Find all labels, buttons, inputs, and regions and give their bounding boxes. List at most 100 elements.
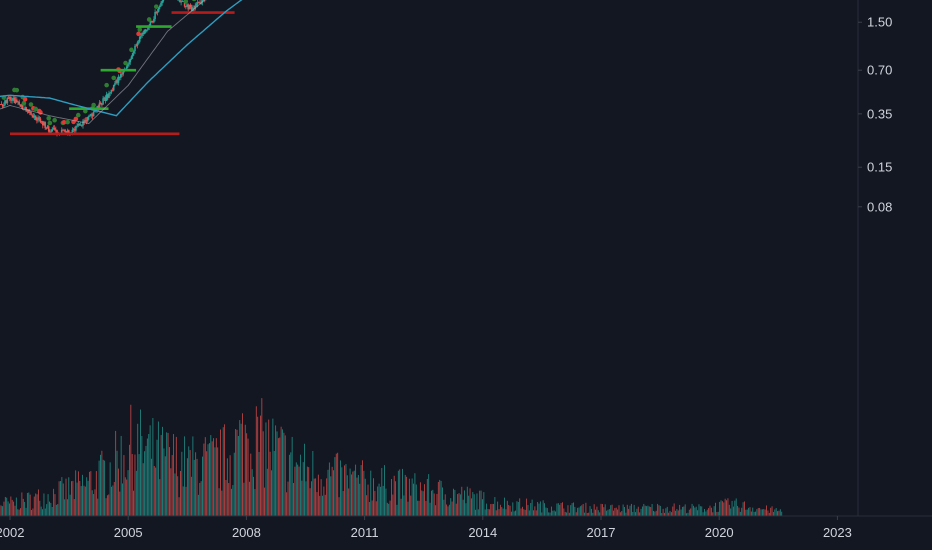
volume-bar xyxy=(491,503,493,516)
volume-bar xyxy=(97,498,99,516)
volume-bar xyxy=(546,508,548,516)
volume-bar xyxy=(33,496,35,516)
volume-bar xyxy=(604,504,606,516)
volume-bar xyxy=(475,509,477,516)
volume-bar xyxy=(220,429,221,516)
volume-bar xyxy=(686,513,688,516)
candle-body xyxy=(16,99,18,102)
volume-bar xyxy=(768,512,770,516)
bear-marker xyxy=(22,96,28,102)
candle-body xyxy=(11,100,13,101)
candle-body xyxy=(162,0,165,2)
candle-body xyxy=(92,111,95,117)
candle-body xyxy=(31,114,33,116)
volume-bar xyxy=(608,509,610,516)
volume-bar xyxy=(328,462,330,516)
volume-bar xyxy=(104,460,106,516)
volume-bar xyxy=(79,480,81,516)
candle-body xyxy=(0,104,2,105)
time-axis[interactable]: 2002 2005 2008 2011 2014 2017 2020 2023 xyxy=(0,516,852,540)
volume-bar xyxy=(597,510,599,516)
volume-bar xyxy=(83,485,85,516)
volume-bar xyxy=(375,501,377,516)
volume-bar xyxy=(250,453,252,516)
volume-bar xyxy=(574,506,576,516)
candle-body xyxy=(135,45,137,47)
candle-body xyxy=(136,42,139,47)
volume-bar xyxy=(687,512,689,516)
candle-body xyxy=(161,1,163,3)
volume-bar xyxy=(54,494,56,516)
candle-body xyxy=(38,117,41,119)
volume-bar xyxy=(217,447,219,516)
volume-bar xyxy=(593,504,595,516)
volume-bar xyxy=(295,462,297,516)
volume-bar xyxy=(470,498,472,516)
volume-bar xyxy=(454,489,456,516)
volume-bar xyxy=(523,509,525,516)
time-tick-label: 2017 xyxy=(587,525,616,540)
volume-bar xyxy=(258,451,260,516)
candle-body xyxy=(86,116,89,122)
volume-bar xyxy=(738,507,740,516)
volume-bar xyxy=(658,505,660,516)
candle-body xyxy=(21,104,24,110)
volume-bar xyxy=(203,443,205,516)
candle-body xyxy=(44,122,46,128)
volume-bar xyxy=(279,437,281,516)
price-axis[interactable]: 240.0060.0030.0015.007.003.501.500.700.3… xyxy=(858,0,907,214)
volume-bar xyxy=(182,486,184,516)
volume-bar xyxy=(621,511,623,516)
candle-body xyxy=(34,115,37,120)
volume-bar xyxy=(715,502,716,516)
volume-bar xyxy=(98,460,100,516)
volume-bar xyxy=(322,495,323,516)
volume-bar xyxy=(86,477,88,516)
volume-bar xyxy=(422,491,424,516)
volume-bar xyxy=(162,426,163,516)
volume-bar xyxy=(522,506,523,516)
volume-bar xyxy=(184,436,186,516)
bull-marker xyxy=(183,0,189,4)
volume-bar xyxy=(459,494,461,516)
volume-bar xyxy=(374,490,376,516)
volume-bar xyxy=(744,501,745,516)
volume-bar xyxy=(447,506,449,516)
volume-bar xyxy=(188,446,190,516)
volume-bar xyxy=(214,447,216,516)
volume-bar xyxy=(236,429,238,516)
volume-bar xyxy=(557,503,559,516)
bull-marker xyxy=(104,82,109,88)
volume-bar xyxy=(737,505,739,516)
candle-body xyxy=(71,129,74,134)
volume-bar xyxy=(701,506,703,516)
volume-bar xyxy=(381,467,383,516)
candle-body xyxy=(99,102,102,105)
bull-marker xyxy=(83,108,88,114)
candle-body xyxy=(157,7,160,12)
volume-bar xyxy=(666,506,668,516)
volume-bar xyxy=(717,511,719,516)
volume-bar xyxy=(601,504,603,516)
volume-bar xyxy=(346,475,348,516)
volume-bar xyxy=(692,505,694,516)
volume-bar xyxy=(253,476,254,516)
volume-bar xyxy=(619,512,621,516)
candle-body xyxy=(155,12,158,13)
candle-body xyxy=(131,53,134,57)
volume-bar xyxy=(741,507,743,516)
time-tick-label: 2008 xyxy=(232,525,261,540)
volume-bar xyxy=(207,444,209,516)
volume-bar xyxy=(746,509,748,516)
volume-bar xyxy=(581,505,583,516)
volume-bar xyxy=(138,454,140,516)
volume-bar xyxy=(710,507,712,516)
candle-body xyxy=(78,124,81,126)
candle-body xyxy=(151,21,154,23)
volume-bar xyxy=(688,509,690,516)
volume-bar xyxy=(44,508,46,516)
volume-bar xyxy=(742,502,744,516)
candle-body xyxy=(134,45,136,51)
volume-bar xyxy=(167,432,169,516)
